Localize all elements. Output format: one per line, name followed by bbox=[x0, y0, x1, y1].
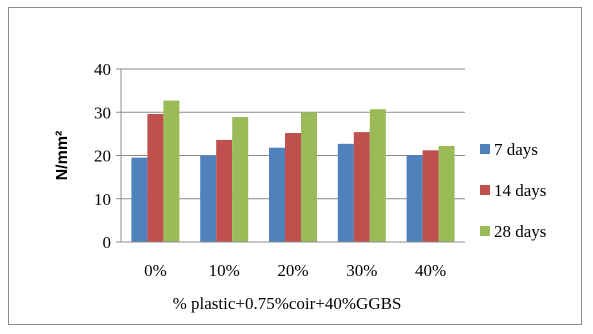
legend-label: 28 days bbox=[494, 222, 546, 241]
legend-label: 7 days bbox=[494, 140, 538, 159]
y-tick-label: 20 bbox=[94, 147, 111, 166]
x-tick-label: 40% bbox=[415, 261, 446, 280]
x-tick-label: 0% bbox=[144, 261, 167, 280]
bar bbox=[232, 117, 249, 242]
bar-chart: 0 10 20 30 40 0% 10% 20% 30% 40% N/mm² % plastic+… bbox=[54, 60, 546, 313]
bar bbox=[163, 100, 180, 242]
bar bbox=[147, 113, 164, 242]
legend: 7 days 14 days 28 days bbox=[480, 140, 546, 241]
x-tick-label: 10% bbox=[209, 261, 240, 280]
x-tick-label: 30% bbox=[346, 261, 377, 280]
y-tick-label: 40 bbox=[94, 60, 111, 79]
x-axis-title: % plastic+0.75%coir+40%GGBS bbox=[173, 294, 402, 313]
y-axis-title: N/mm² bbox=[54, 131, 71, 181]
legend-swatch bbox=[480, 144, 490, 154]
bar bbox=[438, 145, 455, 242]
bar bbox=[285, 133, 301, 242]
legend-swatch bbox=[480, 185, 490, 195]
bar bbox=[337, 143, 354, 242]
y-tick-label: 0 bbox=[103, 233, 112, 252]
x-tick-label: 20% bbox=[277, 261, 308, 280]
bars bbox=[131, 100, 455, 242]
legend-label: 14 days bbox=[494, 181, 546, 200]
bar bbox=[301, 112, 317, 242]
bar bbox=[406, 155, 423, 242]
y-tick-label: 30 bbox=[94, 103, 111, 122]
bar bbox=[353, 132, 370, 242]
bar bbox=[422, 150, 439, 242]
legend-swatch bbox=[480, 226, 490, 236]
bar bbox=[369, 109, 386, 242]
y-tick-label: 10 bbox=[94, 190, 111, 209]
bar bbox=[200, 155, 217, 242]
axes: 0 10 20 30 40 0% 10% 20% 30% 40% bbox=[94, 60, 465, 280]
bar bbox=[131, 157, 148, 242]
chart-frame: 0 10 20 30 40 0% 10% 20% 30% 40% N/mm² % plastic+… bbox=[8, 7, 582, 325]
bar bbox=[269, 147, 285, 242]
bar bbox=[216, 139, 233, 242]
